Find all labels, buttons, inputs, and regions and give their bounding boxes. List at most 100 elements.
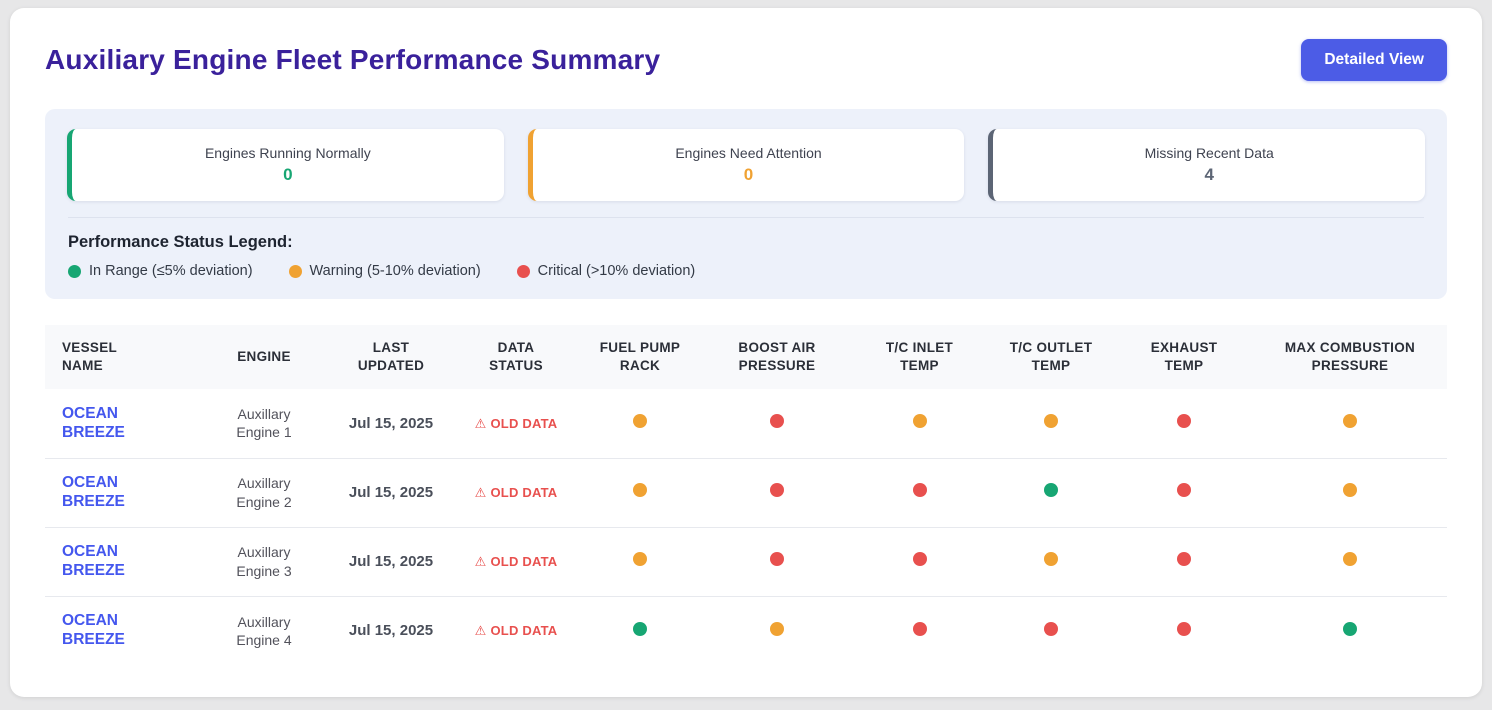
column-header: LAST UPDATED [328, 325, 454, 389]
status-dot-critical-icon [912, 552, 927, 567]
engine-cell: Auxillary Engine 4 [200, 596, 328, 665]
fleet-performance-table: VESSEL NAME ENGINE LAST UPDATED DATA STATUS… [45, 325, 1447, 665]
old-data-badge: ⚠ OLD DATA [475, 416, 558, 431]
column-header-label: VESSEL NAME [62, 340, 117, 374]
warning-icon: ⚠ [474, 623, 487, 639]
legend-label: Warning (5-10% deviation) [309, 263, 481, 279]
warning-icon: ⚠ [474, 415, 487, 431]
metric-status-cell [578, 458, 702, 527]
metric-status-cell [1115, 596, 1253, 665]
data-status-cell: ⚠ OLD DATA [454, 458, 578, 527]
metric-status-cell [702, 596, 852, 665]
status-legend: In Range (≤5% deviation) Warning (5-10% d… [68, 263, 1425, 279]
summary-card-value: 4 [1204, 165, 1214, 184]
status-dot-critical-icon [1177, 552, 1191, 567]
column-header-label: BOOST AIR PRESSURE [738, 340, 816, 374]
legend-item-critical: Critical (>10% deviation) [516, 263, 696, 279]
column-header-label: FUEL PUMP RACK [599, 340, 681, 374]
table-row: OCEAN BREEZE Auxillary Engine 1 Jul 15, 20… [45, 389, 1447, 459]
vessel-name-link[interactable]: OCEAN BREEZE [62, 404, 125, 441]
status-dot-warning-icon [1343, 414, 1357, 429]
legend-label: Critical (>10% deviation) [537, 263, 696, 279]
legend-dot-critical-icon [516, 264, 530, 278]
metric-status-cell [1253, 389, 1447, 458]
metric-status-cell [1115, 458, 1253, 527]
data-status-cell: ⚠ OLD DATA [454, 389, 578, 458]
vessel-name-link[interactable]: OCEAN BREEZE [62, 543, 125, 579]
column-header: EXHAUST TEMP [1115, 325, 1253, 389]
column-header: DATA STATUS [454, 325, 578, 389]
summary-cards-row: Engines Running Normally 0 Engines Need At… [67, 129, 1426, 201]
status-dot-warning-icon [1044, 552, 1058, 567]
table-row: OCEAN BREEZE Auxillary Engine 4 Jul 15, 20… [45, 596, 1447, 665]
old-data-label: OLD DATA [490, 415, 558, 431]
engine-label: Auxillary Engine 4 [236, 613, 292, 648]
status-dot-warning-icon [770, 621, 784, 636]
metric-status-cell [702, 389, 852, 458]
status-dot-in_range-icon [1044, 483, 1058, 498]
column-header: T/C INLET TEMP [852, 325, 987, 389]
last-updated-date: Jul 15, 2025 [348, 552, 434, 570]
legend-item-in_range: In Range (≤5% deviation) [68, 263, 253, 279]
engine-cell: Auxillary Engine 1 [200, 389, 328, 458]
old-data-badge: ⚠ OLD DATA [475, 623, 558, 638]
last-updated-date: Jul 15, 2025 [348, 622, 434, 640]
column-header: T/C OUTLET TEMP [987, 325, 1115, 389]
metric-status-cell [987, 458, 1115, 527]
summary-card-label: Engines Need Attention [675, 145, 822, 161]
table-row: OCEAN BREEZE Auxillary Engine 3 Jul 15, 20… [45, 527, 1447, 597]
column-header-label: ENGINE [237, 349, 291, 365]
detailed-view-button[interactable]: Detailed View [1301, 39, 1447, 81]
old-data-label: OLD DATA [490, 484, 558, 500]
last-updated-cell: Jul 15, 2025 [328, 458, 454, 527]
vessel-name-link[interactable]: OCEAN BREEZE [62, 474, 125, 510]
status-dot-warning-icon [633, 552, 647, 567]
old-data-badge: ⚠ OLD DATA [475, 554, 558, 569]
vessel-name-cell: OCEAN BREEZE [45, 596, 200, 665]
page-title: Auxiliary Engine Fleet Performance Summa… [45, 44, 661, 75]
legend-item-warning: Warning (5-10% deviation) [288, 263, 481, 279]
summary-card: Engines Need Attention 0 [527, 129, 965, 201]
metric-status-cell [1253, 527, 1447, 596]
main-panel: Auxiliary Engine Fleet Performance Summa… [10, 8, 1482, 697]
summary-card: Engines Running Normally 0 [67, 129, 504, 201]
column-header-label: T/C OUTLET TEMP [1009, 340, 1093, 374]
column-header: FUEL PUMP RACK [578, 325, 702, 389]
status-dot-critical-icon [770, 483, 784, 498]
status-dot-critical-icon [1044, 621, 1058, 636]
engine-label: Auxillary Engine 3 [236, 544, 292, 579]
column-header-label: T/C INLET TEMP [885, 340, 954, 374]
summary-card-value: 0 [283, 165, 293, 184]
metric-status-cell [578, 527, 702, 596]
vessel-name-link[interactable]: OCEAN BREEZE [62, 612, 125, 649]
engine-label: Auxillary Engine 2 [236, 475, 292, 510]
status-dot-critical-icon [1177, 621, 1191, 636]
engine-cell: Auxillary Engine 2 [200, 458, 328, 527]
vessel-name-cell: OCEAN BREEZE [45, 458, 200, 527]
status-dot-warning-icon [912, 414, 927, 429]
engine-cell: Auxillary Engine 3 [200, 527, 328, 596]
column-header: ENGINE [200, 325, 328, 389]
metric-status-cell [987, 527, 1115, 596]
status-dot-in_range-icon [633, 621, 647, 636]
status-dot-warning-icon [1343, 552, 1357, 567]
summary-card: Missing Recent Data 4 [988, 129, 1426, 201]
panel-divider [68, 217, 1424, 218]
metric-status-cell [1115, 389, 1253, 458]
legend-dot-in_range-icon [68, 264, 81, 278]
status-dot-critical-icon [770, 552, 784, 567]
data-status-cell: ⚠ OLD DATA [454, 527, 578, 596]
last-updated-date: Jul 15, 2025 [348, 483, 434, 501]
last-updated-cell: Jul 15, 2025 [328, 389, 454, 458]
status-dot-critical-icon [1177, 483, 1191, 498]
old-data-label: OLD DATA [490, 623, 558, 639]
legend-label: In Range (≤5% deviation) [89, 263, 253, 279]
table-header-row: VESSEL NAME ENGINE LAST UPDATED DATA STATUS… [45, 325, 1447, 390]
column-header-label: MAX COMBUSTION PRESSURE [1284, 340, 1416, 374]
summary-panel: Engines Running Normally 0 Engines Need At… [45, 109, 1447, 299]
last-updated-date: Jul 15, 2025 [348, 414, 434, 432]
table-row: OCEAN BREEZE Auxillary Engine 2 Jul 15, 20… [45, 458, 1447, 528]
old-data-badge: ⚠ OLD DATA [475, 485, 558, 500]
status-dot-warning-icon [1044, 414, 1058, 429]
metric-status-cell [578, 389, 702, 458]
